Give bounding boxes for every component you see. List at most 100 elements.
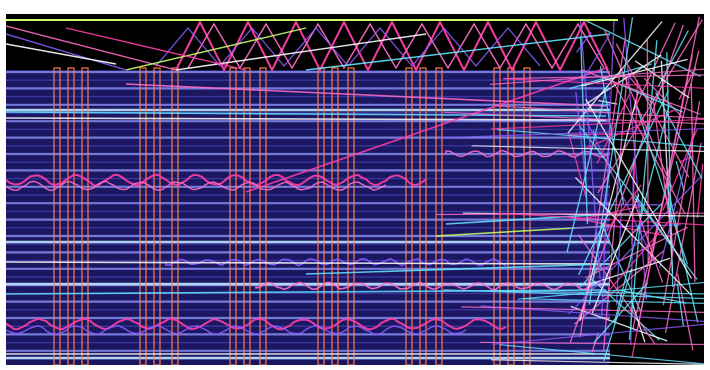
tangle-line: [489, 68, 704, 86]
crossing-line: [6, 33, 127, 71]
line-visualization: [6, 14, 704, 365]
column-bar: [243, 67, 251, 365]
zigzag-lines: [6, 19, 611, 73]
tangle-line: [591, 194, 640, 315]
tangled-lines: [436, 16, 704, 365]
tangle-line: [570, 305, 668, 342]
slanted-line: [445, 213, 611, 225]
zigzag-line: [155, 27, 541, 67]
tangle-line: [603, 268, 633, 362]
tangle-line: [634, 194, 673, 248]
tangle-line: [655, 92, 703, 179]
tangle-line: [505, 78, 704, 89]
tangle-line: [628, 40, 658, 340]
tangle-line: [569, 24, 684, 343]
slanted-line: [305, 263, 611, 275]
tangle-line: [636, 106, 689, 265]
tangle-line: [443, 289, 704, 300]
tangle-line: [471, 145, 704, 152]
tangle-line: [480, 341, 704, 346]
column-bar: [229, 67, 237, 365]
tangle-line: [577, 234, 656, 344]
tangle-line: [589, 257, 671, 285]
tangle-line: [444, 111, 704, 125]
column-bar: [53, 67, 61, 365]
tangle-line: [569, 224, 681, 229]
tangle-line: [666, 186, 699, 323]
wave-line: [6, 173, 427, 187]
line-visualization-canvas: [6, 14, 704, 365]
wave-line: [6, 180, 387, 192]
tangle-line: [568, 133, 587, 198]
tangle-line: [657, 30, 689, 88]
wave-line: [6, 317, 507, 331]
tangle-line: [630, 22, 676, 117]
tangle-line: [605, 184, 642, 232]
vertical-columns: [53, 67, 531, 365]
column-bar: [405, 67, 413, 365]
slanted-line: [125, 83, 607, 107]
tangle-line: [582, 18, 701, 77]
tangle-line: [495, 105, 704, 120]
tangle-line: [596, 94, 630, 164]
tangle-line: [588, 17, 634, 305]
tangle-line: [598, 99, 618, 105]
tangle-line: [496, 128, 704, 148]
tangle-line: [490, 118, 704, 130]
tangle-line: [461, 306, 704, 313]
tangle-line: [586, 205, 641, 219]
tangle-line: [491, 359, 704, 365]
column-bar: [435, 67, 443, 365]
slanted-line: [6, 261, 611, 265]
column-bar: [171, 67, 179, 365]
zigzag-line: [175, 19, 609, 73]
slanted-line: [6, 117, 607, 121]
column-bar: [347, 67, 355, 365]
wave-line: [6, 324, 467, 336]
tangle-line: [662, 129, 698, 211]
column-bar: [259, 67, 267, 365]
column-bar: [419, 67, 427, 365]
tangle-line: [591, 332, 600, 353]
tangle-line: [585, 226, 688, 279]
tangle-line: [662, 101, 701, 306]
tangle-line: [437, 128, 704, 139]
tangle-line: [613, 105, 670, 324]
column-bar: [67, 67, 75, 365]
tangle-line: [436, 212, 704, 216]
column-bar: [523, 67, 531, 365]
tangle-line: [579, 37, 626, 338]
tangle-line: [491, 290, 704, 295]
crossing-line: [305, 33, 611, 71]
tangle-line: [603, 210, 679, 298]
tangle-line: [573, 249, 665, 325]
wave-line: [255, 281, 605, 291]
column-bar: [153, 67, 161, 365]
slanted-line: [245, 67, 607, 193]
tangle-line: [690, 83, 696, 282]
column-bar: [81, 67, 89, 365]
tangle-line: [566, 85, 608, 253]
crossing-line: [65, 27, 247, 71]
tangle-line: [630, 193, 664, 283]
tangle-line: [615, 43, 690, 178]
tangle-line: [666, 52, 674, 287]
column-bar: [139, 67, 147, 365]
tangle-line: [522, 298, 704, 304]
tangle-line: [497, 212, 704, 226]
tangle-line: [676, 283, 685, 327]
tangle-line: [499, 344, 704, 365]
tangle-line: [634, 60, 690, 99]
crossing-line: [6, 25, 177, 71]
tangle-line: [664, 142, 702, 334]
tangle-line: [604, 30, 673, 188]
crossing-line: [6, 43, 117, 65]
tangle-line: [580, 58, 688, 87]
tangle-line: [517, 281, 704, 300]
tangle-line: [492, 323, 704, 345]
tangle-line: [566, 216, 673, 238]
column-bar: [493, 67, 501, 365]
tangle-line: [581, 34, 610, 82]
tangle-line: [696, 163, 704, 219]
column-bar: [331, 67, 339, 365]
